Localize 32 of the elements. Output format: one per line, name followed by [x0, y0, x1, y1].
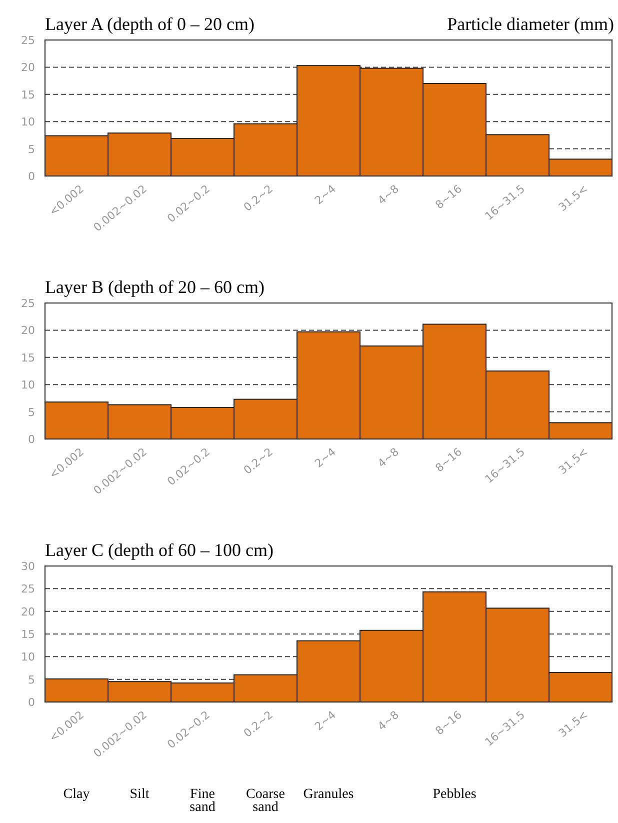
text: Silt: [130, 787, 150, 802]
y-tick-label: 0: [28, 696, 35, 709]
y-tick-label: 10: [21, 378, 35, 392]
y-tick-label: 5: [28, 142, 35, 156]
chart-title: Layer C (depth of 60 – 100 cm): [45, 540, 274, 560]
x-tick-label: 4~8: [375, 708, 402, 734]
y-tick-label: 5: [28, 406, 35, 419]
y-tick-label: 10: [21, 116, 35, 129]
y-tick-label: 20: [21, 61, 35, 74]
x-tick-label: 4~8: [375, 445, 402, 470]
y-tick-label: 25: [21, 297, 35, 310]
y-tick-label: 10: [21, 650, 35, 664]
y-tick-label: 5: [28, 673, 35, 686]
y-tick-label: 15: [21, 351, 35, 364]
text: Particle diameter (mm): [447, 14, 614, 34]
text: Pebbles: [432, 787, 476, 802]
text: Clay: [63, 787, 90, 802]
text: Coarse sand: [246, 787, 285, 815]
y-tick-label: 25: [21, 34, 35, 47]
y-tick-label: 15: [21, 628, 35, 641]
y-tick-label: 15: [21, 88, 35, 102]
text: Granules: [303, 787, 354, 802]
y-tick-label: 20: [21, 324, 35, 338]
chart-title: Layer A (depth of 0 – 20 cm): [45, 14, 254, 34]
x-tick-label: 4~8: [375, 182, 402, 208]
y-tick-label: 20: [21, 605, 35, 618]
y-tick-label: 0: [28, 170, 35, 183]
y-tick-label: 0: [28, 433, 35, 446]
text: Fine sand: [190, 787, 216, 815]
y-tick-label: 30: [21, 560, 35, 573]
chart-title: Layer B (depth of 20 – 60 cm): [45, 277, 264, 297]
y-tick-label: 25: [21, 582, 35, 596]
